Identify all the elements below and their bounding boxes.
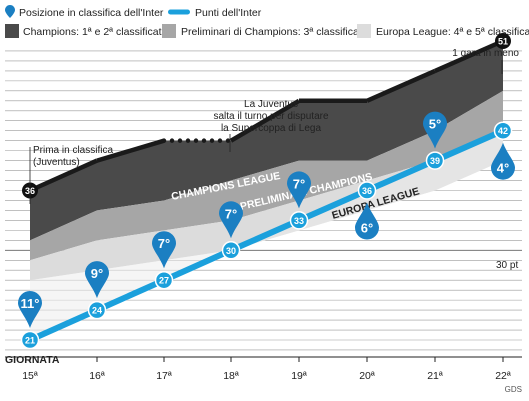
x-axis-tick-label: 16ª <box>89 370 105 382</box>
position-markers: 11° 9° 7° 7° 7° 6° 5° 4° <box>18 111 515 328</box>
points-point-label: 24 <box>92 306 102 316</box>
position-marker: 9° <box>85 261 109 299</box>
position-marker-shape <box>152 231 176 269</box>
position-marker-shape <box>423 111 447 149</box>
points-point <box>493 121 513 140</box>
legend-europa-label: Europa League: 4ª e 5ª classificata <box>376 26 529 38</box>
annotation-thirty: 30 pt <box>496 260 518 271</box>
position-marker: 6° <box>355 202 379 240</box>
points-point-label: 39 <box>430 156 440 166</box>
band-champions <box>30 41 503 241</box>
annotation-gara: 1 gara in meno <box>452 48 519 59</box>
legend-position-marker <box>5 5 15 18</box>
position-marker: 5° <box>423 111 447 149</box>
leader-point <box>495 33 511 49</box>
position-marker-shape <box>219 201 243 239</box>
points-point-label: 27 <box>159 276 169 286</box>
leader-line: 36 51 <box>22 33 511 199</box>
position-marker-label: 5° <box>429 117 441 132</box>
position-marker-label: 7° <box>293 176 305 191</box>
leader-segment <box>229 98 301 143</box>
position-marker: 7° <box>219 201 243 239</box>
x-axis-tick-label: 19ª <box>291 370 307 382</box>
position-marker-label: 11° <box>21 296 40 311</box>
points-point <box>289 211 309 230</box>
legend: Posizione in classifica dell'Inter Punti… <box>5 5 529 38</box>
x-axis-tick-label: 21ª <box>427 370 443 382</box>
position-marker-shape <box>85 261 109 299</box>
leader-segment <box>434 38 504 73</box>
annotation-juventus-line2: salta il turno per disputare <box>213 111 329 122</box>
source-credit: GDS <box>505 385 522 394</box>
x-axis-tick-label: 20ª <box>359 370 375 382</box>
points-series-line <box>28 127 505 343</box>
position-marker-label: 7° <box>158 236 170 251</box>
position-marker: 7° <box>287 171 311 209</box>
position-marker-shape <box>18 291 42 328</box>
points-point <box>87 300 107 320</box>
leader-segment <box>96 138 165 163</box>
leader-point-label: 51 <box>498 37 508 47</box>
position-marker-label: 6° <box>361 221 373 236</box>
points-point <box>357 181 377 200</box>
position-marker-label: 9° <box>91 266 103 281</box>
x-axis-tick-label: 15ª <box>22 370 38 382</box>
x-axis-tick-label: 17ª <box>156 370 172 382</box>
points-point <box>20 330 40 350</box>
band-preliminari <box>30 90 503 261</box>
legend-champions-label: Champions: 1ª e 2ª classificata <box>23 26 167 38</box>
x-axis-tick-label: 22ª <box>495 370 511 382</box>
position-marker-shape <box>355 202 379 240</box>
position-marker: 7° <box>152 231 176 269</box>
annotation-leader-line1: Prima in classifica <box>33 145 113 156</box>
annotation-juventus-line3: la Supercoppa di Lega <box>221 123 322 134</box>
band-europa <box>30 130 503 281</box>
position-marker: 11° <box>18 291 42 328</box>
annotation-juventus-line1: La Juventus <box>244 99 298 110</box>
points-point-label: 30 <box>226 246 236 256</box>
position-marker-label: 4° <box>497 161 509 176</box>
leader-segment <box>29 158 98 193</box>
points-point-label: 21 <box>25 336 35 346</box>
position-marker-shape <box>287 171 311 209</box>
legend-preliminari-label: Preliminari di Champions: 3ª classificat… <box>181 26 368 38</box>
points-point-label: 42 <box>498 126 508 136</box>
x-axis: GIORNATA GDS 15ª 16ª 17ª 18ª 19ª 20ª 21ª 22ª <box>5 354 522 394</box>
x-axis-tick-label: 18ª <box>223 370 239 382</box>
legend-points-line <box>168 9 190 15</box>
legend-preliminari-swatch <box>162 24 176 38</box>
position-marker-shape <box>491 142 515 180</box>
position-marker: 4° <box>491 142 515 180</box>
legend-europa-swatch <box>357 24 371 38</box>
points-point <box>425 151 445 170</box>
points-point-label: 36 <box>362 186 372 196</box>
band-areas <box>30 41 503 340</box>
legend-position-label: Posizione in classifica dell'Inter <box>19 7 164 19</box>
annotation-leader-line2: (Juventus) <box>33 157 80 168</box>
annotations: Prima in classifica (Juventus) La Juvent… <box>29 48 519 271</box>
leader-segment <box>366 68 436 103</box>
legend-points-label: Punti dell'Inter <box>195 7 262 19</box>
points-point <box>154 270 174 290</box>
points-point-label: 33 <box>294 216 304 226</box>
position-marker-label: 7° <box>225 206 237 221</box>
legend-champions-swatch <box>5 24 19 38</box>
points-line: 21 24 27 30 33 36 39 42 <box>20 121 513 350</box>
x-axis-title: GIORNATA <box>5 354 60 366</box>
points-point <box>221 241 241 260</box>
